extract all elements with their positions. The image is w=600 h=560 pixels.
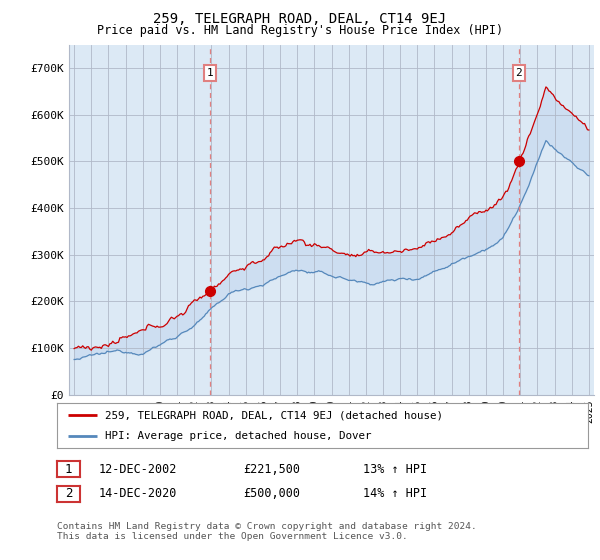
Text: £221,500: £221,500 bbox=[243, 463, 300, 476]
Text: 13% ↑ HPI: 13% ↑ HPI bbox=[363, 463, 427, 476]
Text: 259, TELEGRAPH ROAD, DEAL, CT14 9EJ (detached house): 259, TELEGRAPH ROAD, DEAL, CT14 9EJ (det… bbox=[105, 410, 443, 421]
Text: 1: 1 bbox=[206, 68, 214, 78]
Text: Contains HM Land Registry data © Crown copyright and database right 2024.
This d: Contains HM Land Registry data © Crown c… bbox=[57, 522, 477, 542]
Text: 259, TELEGRAPH ROAD, DEAL, CT14 9EJ: 259, TELEGRAPH ROAD, DEAL, CT14 9EJ bbox=[154, 12, 446, 26]
Text: HPI: Average price, detached house, Dover: HPI: Average price, detached house, Dove… bbox=[105, 431, 371, 441]
Text: £500,000: £500,000 bbox=[243, 487, 300, 501]
Text: 2: 2 bbox=[515, 68, 522, 78]
Text: Price paid vs. HM Land Registry's House Price Index (HPI): Price paid vs. HM Land Registry's House … bbox=[97, 24, 503, 37]
Text: 2: 2 bbox=[65, 487, 72, 501]
Text: 14% ↑ HPI: 14% ↑ HPI bbox=[363, 487, 427, 501]
Text: 1: 1 bbox=[65, 463, 72, 476]
Text: 12-DEC-2002: 12-DEC-2002 bbox=[99, 463, 178, 476]
Text: 14-DEC-2020: 14-DEC-2020 bbox=[99, 487, 178, 501]
